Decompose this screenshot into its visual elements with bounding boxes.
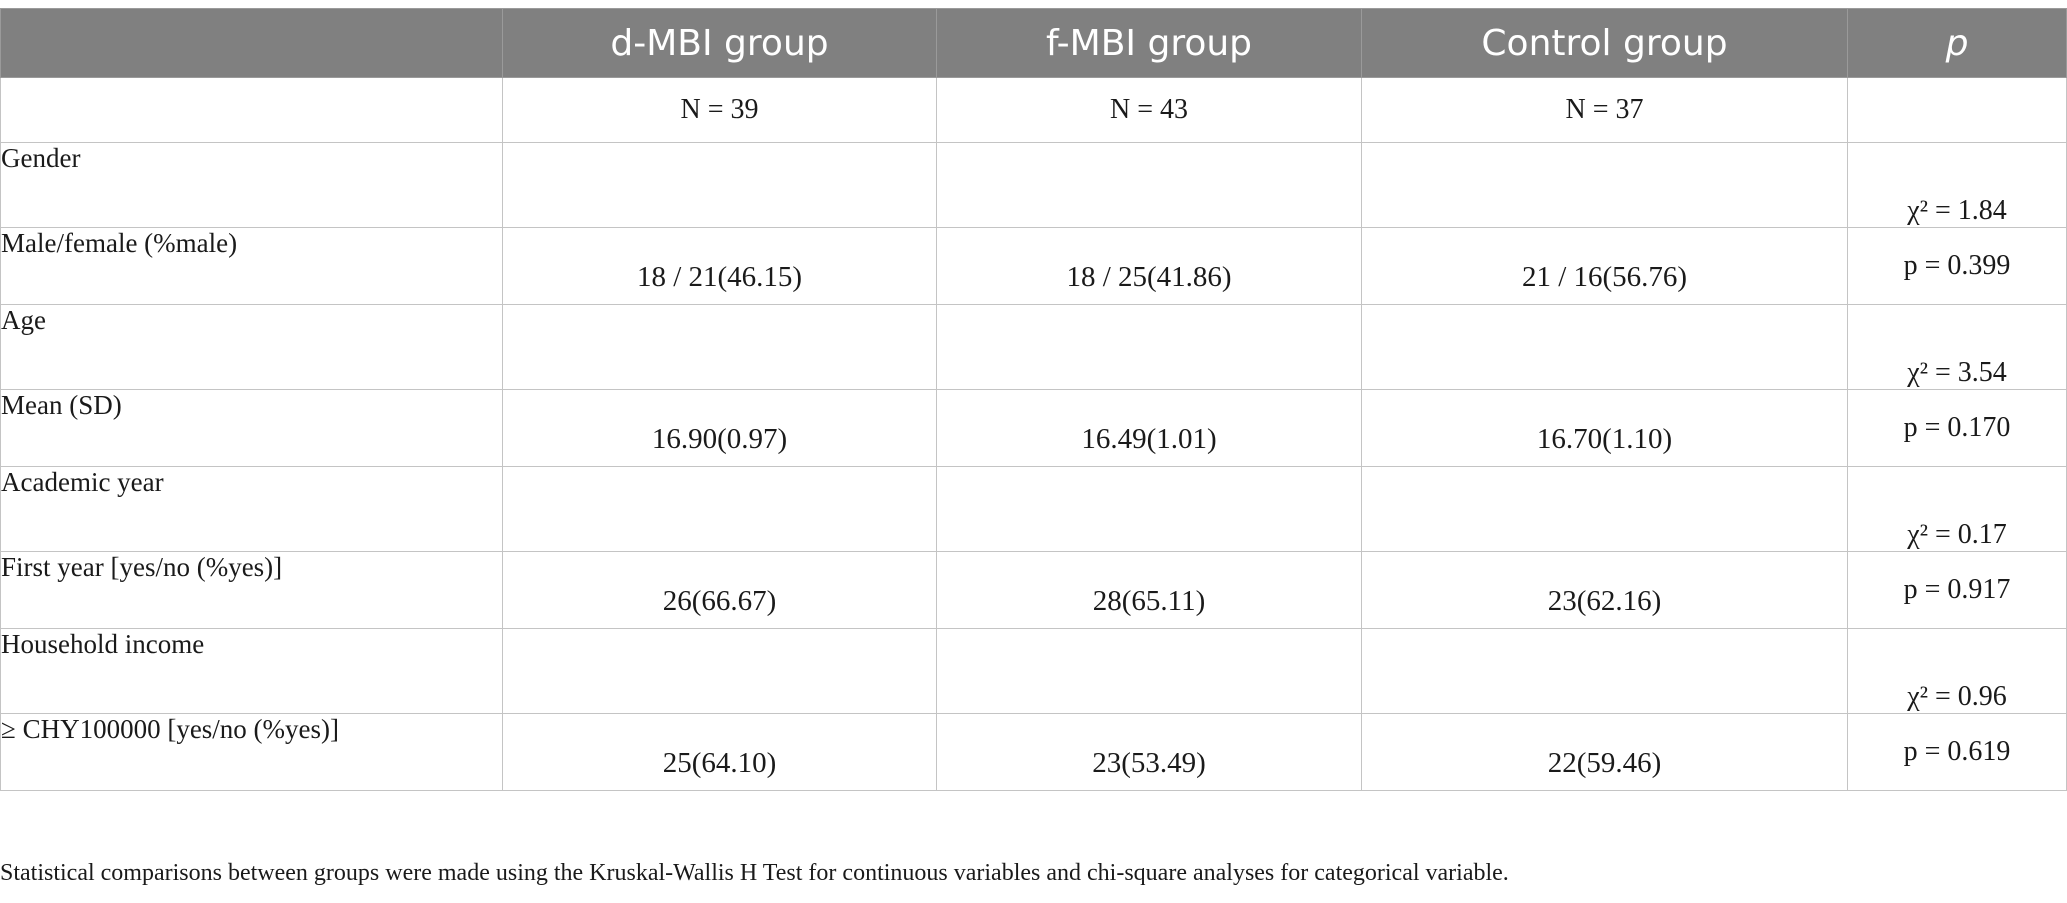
table-footnote: Statistical comparisons between groups w… xyxy=(0,860,1509,886)
cell-control: 23(62.16) xyxy=(1361,551,1848,629)
row-label: Male/female (%male) xyxy=(0,227,503,305)
table-row: Male/female (%male) 18 / 21(46.15) 18 / … xyxy=(0,227,2067,305)
p-value: p = 0.170 xyxy=(1847,389,2067,467)
cell-d-mbi: 18 / 21(46.15) xyxy=(502,227,937,305)
cell-control xyxy=(1361,142,1848,228)
n-empty xyxy=(0,77,503,143)
n-p xyxy=(1847,77,2067,143)
cell-control xyxy=(1361,304,1848,390)
cell-d-mbi xyxy=(502,466,937,552)
cell-control xyxy=(1361,466,1848,552)
cell-f-mbi xyxy=(936,628,1362,714)
sample-size-row: N = 39 N = 43 N = 37 xyxy=(0,77,2067,143)
cell-f-mbi: 18 / 25(41.86) xyxy=(936,227,1362,305)
table-row: Household income χ² = 0.96 xyxy=(0,628,2067,714)
cell-d-mbi: 16.90(0.97) xyxy=(502,389,937,467)
table-row: First year [yes/no (%yes)] 26(66.67) 28(… xyxy=(0,551,2067,629)
table-row: Mean (SD) 16.90(0.97) 16.49(1.01) 16.70(… xyxy=(0,389,2067,467)
header-empty xyxy=(0,8,503,78)
cell-d-mbi xyxy=(502,628,937,714)
cell-f-mbi: 16.49(1.01) xyxy=(936,389,1362,467)
cell-control: 22(59.46) xyxy=(1361,713,1848,791)
table-header-row: d-MBI group f-MBI group Control group p xyxy=(0,8,2067,78)
p-value: p = 0.619 xyxy=(1847,713,2067,791)
results-table: d-MBI group f-MBI group Control group p … xyxy=(0,8,2067,791)
n-f-mbi: N = 43 xyxy=(936,77,1362,143)
table-row: Gender χ² = 1.84 xyxy=(0,142,2067,228)
row-label: Household income xyxy=(0,628,503,714)
chi-square-stat: χ² = 0.17 xyxy=(1847,466,2067,552)
row-label: First year [yes/no (%yes)] xyxy=(0,551,503,629)
cell-control xyxy=(1361,628,1848,714)
table-row: Age χ² = 3.54 xyxy=(0,304,2067,390)
cell-f-mbi: 23(53.49) xyxy=(936,713,1362,791)
header-p-value: p xyxy=(1847,8,2067,78)
chi-square-stat: χ² = 1.84 xyxy=(1847,142,2067,228)
chi-square-stat: χ² = 0.96 xyxy=(1847,628,2067,714)
cell-d-mbi: 25(64.10) xyxy=(502,713,937,791)
p-value: p = 0.917 xyxy=(1847,551,2067,629)
cell-d-mbi: 26(66.67) xyxy=(502,551,937,629)
table-row: ≥ CHY100000 [yes/no (%yes)] 25(64.10) 23… xyxy=(0,713,2067,791)
table-row: Academic year χ² = 0.17 xyxy=(0,466,2067,552)
row-label: Age xyxy=(0,304,503,390)
cell-f-mbi xyxy=(936,466,1362,552)
cell-f-mbi xyxy=(936,304,1362,390)
header-control-group: Control group xyxy=(1361,8,1848,78)
n-d-mbi: N = 39 xyxy=(502,77,937,143)
n-control: N = 37 xyxy=(1361,77,1848,143)
row-label: Academic year xyxy=(0,466,503,552)
row-label: Mean (SD) xyxy=(0,389,503,467)
header-f-mbi-group: f-MBI group xyxy=(936,8,1362,78)
chi-square-stat: χ² = 3.54 xyxy=(1847,304,2067,390)
header-d-mbi-group: d-MBI group xyxy=(502,8,937,78)
cell-f-mbi: 28(65.11) xyxy=(936,551,1362,629)
row-label: Gender xyxy=(0,142,503,228)
cell-d-mbi xyxy=(502,142,937,228)
cell-f-mbi xyxy=(936,142,1362,228)
p-value: p = 0.399 xyxy=(1847,227,2067,305)
cell-d-mbi xyxy=(502,304,937,390)
cell-control: 21 / 16(56.76) xyxy=(1361,227,1848,305)
row-label: ≥ CHY100000 [yes/no (%yes)] xyxy=(0,713,503,791)
cell-control: 16.70(1.10) xyxy=(1361,389,1848,467)
